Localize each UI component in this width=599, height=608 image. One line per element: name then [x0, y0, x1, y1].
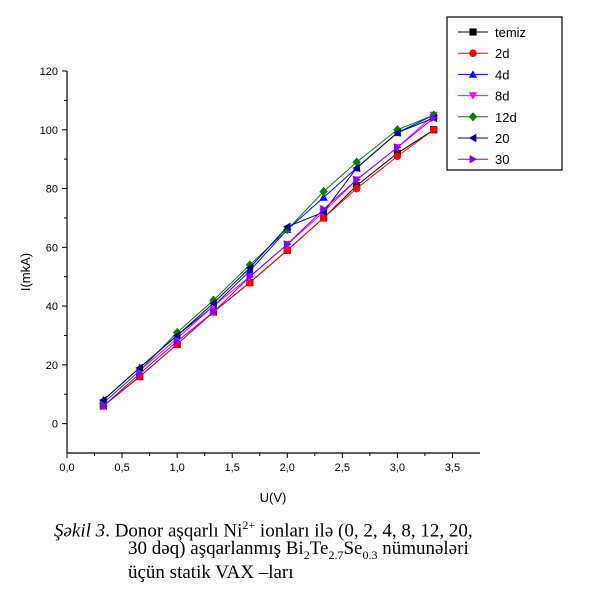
data-point	[320, 204, 328, 214]
data-point	[352, 184, 361, 193]
legend-marker	[468, 70, 478, 78]
chart-legend: temiz 2d 4d 8d 12d 20 30	[446, 16, 563, 171]
x-tick-label: 2,5	[335, 462, 350, 474]
legend-marker	[469, 28, 477, 36]
series-30	[99, 113, 438, 411]
data-point	[246, 278, 254, 287]
data-point	[319, 214, 328, 222]
caption-subscript: 0.3	[362, 547, 378, 562]
legend-marker	[469, 49, 477, 57]
series-20	[99, 113, 438, 405]
data-point	[393, 128, 401, 137]
data-point	[283, 246, 292, 255]
x-tick-label: 3,5	[445, 462, 460, 474]
x-tick-label: 0,5	[114, 462, 129, 474]
chart-series	[99, 110, 438, 411]
caption-line-2: 30 dəq) aşqarlanmış Bi2Te2.7Se0.3 nümunə…	[128, 538, 469, 566]
legend-label: 20	[495, 131, 509, 146]
data-point	[209, 298, 217, 308]
caption-text: Te	[309, 538, 329, 559]
y-tick-label: 100	[40, 125, 58, 137]
x-tick-label: 1,5	[225, 462, 240, 474]
legend-label: 8d	[495, 89, 509, 104]
y-tick-label: 60	[46, 242, 58, 254]
data-point	[135, 363, 144, 372]
series-line	[103, 129, 435, 407]
caption-superscript: 2+	[242, 518, 256, 532]
data-point	[319, 193, 328, 201]
legend-marker	[469, 155, 478, 164]
data-point	[393, 152, 402, 160]
x-tick-label: 3,0	[390, 462, 405, 474]
legend-label: 12d	[495, 110, 517, 125]
x-axis-title: U(V)	[260, 490, 287, 505]
caption-line-1: Şəkil 3. Donor aşqarlı Ni2+ ionları ilə …	[54, 514, 473, 542]
y-tick-label: 0	[52, 419, 58, 431]
legend-label: temiz	[495, 25, 526, 40]
legend-label: 2d	[495, 46, 509, 61]
data-point	[283, 222, 291, 231]
data-point	[283, 240, 292, 249]
legend-label: 30	[495, 152, 509, 167]
y-axis-title: I(mkA)	[18, 253, 33, 291]
caption-text: ionları ilə (0, 2, 4, 8, 12, 20,	[255, 520, 473, 542]
legend-box	[446, 16, 563, 171]
caption-subscript: 2.7	[328, 547, 344, 562]
legend-marker	[468, 92, 478, 100]
data-point	[173, 337, 182, 346]
x-tick-label: 2,0	[280, 462, 295, 474]
data-point	[394, 143, 402, 152]
data-point	[245, 266, 255, 275]
caption-text: 30 dəq) aşqarlanmış Bi	[128, 538, 304, 559]
legend-marker	[468, 133, 477, 143]
legend-label: 4d	[495, 67, 509, 82]
y-tick-label: 20	[46, 360, 58, 372]
caption-text: . Donor aşqarlı Ni	[105, 520, 243, 542]
y-tick-label: 120	[40, 66, 58, 78]
series-line	[103, 117, 435, 407]
data-point	[319, 186, 328, 197]
caption-subscript: 2	[303, 547, 310, 562]
series-line	[103, 117, 434, 401]
legend-marker	[468, 112, 478, 122]
iv-chart: 0,0 0,5 1,0 1,5 2,0 2,5 3,0 3,5020406080100120 …	[18, 16, 563, 505]
chart-axes: 0,0 0,5 1,0 1,5 2,0 2,5 3,0 3,5 0 20 40 60 80 100 120	[40, 66, 480, 474]
data-point	[430, 113, 438, 123]
data-point	[172, 327, 182, 338]
y-tick-label: 80	[46, 184, 58, 196]
data-point	[353, 175, 361, 184]
data-point	[245, 263, 254, 273]
data-point	[99, 395, 107, 405]
data-point	[99, 401, 108, 411]
data-point	[352, 163, 361, 173]
caption-lead: Şəkil 3	[54, 520, 106, 542]
data-point	[246, 272, 255, 281]
series-2d	[99, 125, 438, 410]
data-point	[429, 125, 438, 134]
x-tick-label: 0,0	[59, 462, 74, 474]
x-tick-label: 1,0	[169, 462, 184, 474]
caption-line-3: üçün statik VAX –ları	[128, 562, 294, 583]
data-point	[136, 369, 144, 378]
data-point	[172, 331, 181, 340]
caption-text: Se	[343, 538, 363, 559]
data-point	[210, 307, 218, 317]
caption-text: nümunələri	[377, 538, 469, 559]
data-point	[352, 157, 361, 167]
y-tick-label: 40	[46, 301, 58, 313]
